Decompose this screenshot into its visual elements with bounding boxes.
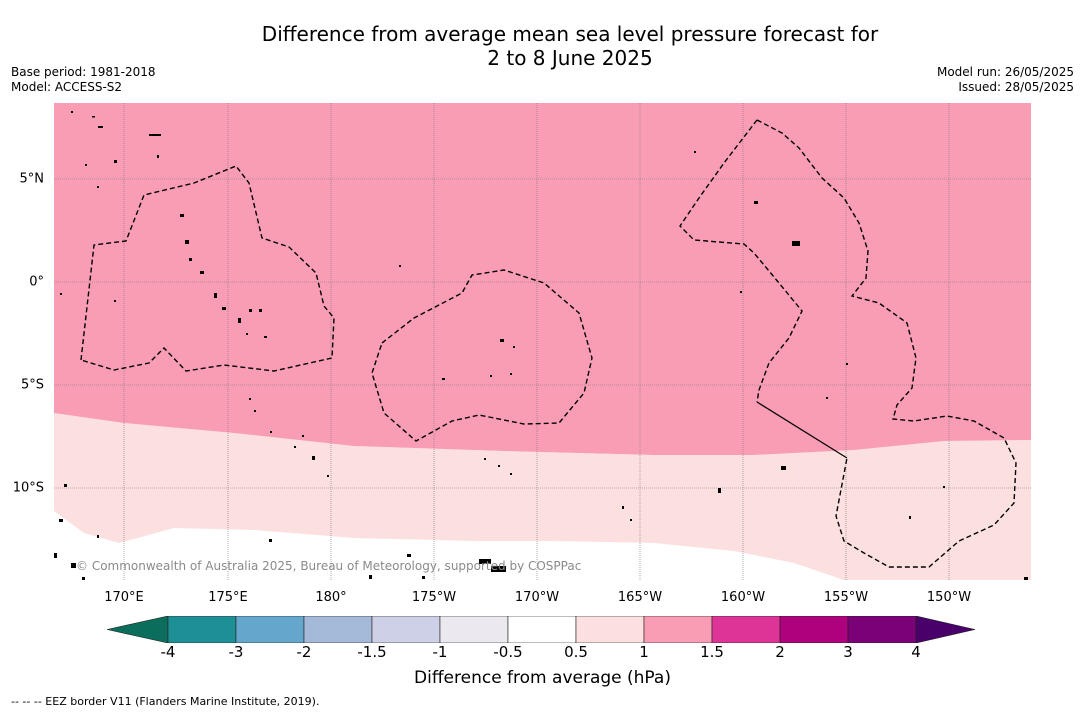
colorbar-label: -1.5 — [357, 643, 387, 661]
colorbar-extend-high — [915, 616, 976, 643]
colorbar-label: 3 — [843, 643, 853, 661]
colorbar-label: -4 — [160, 643, 176, 661]
y-tick-label: 0° — [29, 274, 44, 290]
colorbar-label: -1 — [432, 643, 448, 661]
graticule — [54, 103, 1031, 580]
colorbar-title: Difference from average (hPa) — [414, 668, 671, 688]
colorbar-segment — [779, 616, 849, 643]
x-tick-label: 180° — [315, 590, 347, 605]
eez-border-solid — [756, 401, 848, 459]
colorbar-segment — [575, 616, 645, 643]
colorbar-label: 1 — [639, 643, 649, 661]
colorbar-segment — [167, 616, 237, 643]
eez-borders — [80, 119, 1017, 568]
eez-footnote: -- -- -- EEZ border V11 (Flanders Marine… — [11, 695, 320, 708]
colorbar-segment — [507, 616, 577, 643]
issued-date: Issued: 28/05/2025 — [958, 80, 1074, 94]
anomaly-region-weak — [54, 413, 1031, 580]
colorbar — [107, 616, 976, 643]
base-period: Base period: 1981-2018 — [11, 65, 156, 79]
title-line-1: Difference from average mean sea level p… — [261, 22, 879, 46]
anomaly-region-strong — [54, 103, 1031, 455]
model-name: Model: ACCESS-S2 — [11, 80, 123, 94]
x-tick-label: 175°E — [208, 590, 248, 605]
colorbar-segment — [439, 616, 509, 643]
copyright-notice: © Commonwealth of Australia 2025, Bureau… — [76, 559, 582, 573]
meta-right: Model run: 26/05/2025 Issued: 28/05/2025 — [937, 65, 1074, 95]
colorbar-segment — [847, 616, 917, 643]
x-tick-label: 160°W — [720, 590, 766, 605]
colorbar-segment — [371, 616, 441, 643]
colorbar-label: -3 — [228, 643, 244, 661]
x-tick-label: 170°E — [104, 590, 144, 605]
model-run: Model run: 26/05/2025 — [936, 65, 1074, 79]
colorbar-label: -2 — [296, 643, 312, 661]
y-tick-label: 10°S — [12, 480, 44, 496]
pressure-anomaly-map — [54, 103, 1031, 580]
meta-left: Base period: 1981-2018 Model: ACCESS-S2 — [11, 65, 156, 95]
colorbar-segment — [643, 616, 713, 643]
colorbar-label: 2 — [775, 643, 785, 661]
colorbar-extend-low — [107, 616, 169, 643]
colorbar-segment — [711, 616, 781, 643]
x-tick-label: 150°W — [926, 590, 972, 605]
x-tick-label: 170°W — [514, 590, 560, 605]
y-tick-label: 5°N — [19, 171, 45, 187]
islands — [54, 111, 1028, 580]
colorbar-label: 4 — [911, 643, 921, 661]
colorbar-label: -0.5 — [493, 643, 523, 661]
colorbar-label: 0.5 — [564, 643, 588, 661]
x-tick-label: 175°W — [411, 590, 457, 605]
y-tick-label: 5°S — [20, 377, 44, 393]
colorbar-segment — [303, 616, 373, 643]
title-line-2: 2 to 8 June 2025 — [487, 46, 653, 70]
x-tick-label: 165°W — [617, 590, 663, 605]
x-tick-label: 155°W — [823, 590, 869, 605]
colorbar-segment — [235, 616, 305, 643]
chart-title: Difference from average mean sea level p… — [0, 22, 1085, 70]
colorbar-label: 1.5 — [700, 643, 724, 661]
